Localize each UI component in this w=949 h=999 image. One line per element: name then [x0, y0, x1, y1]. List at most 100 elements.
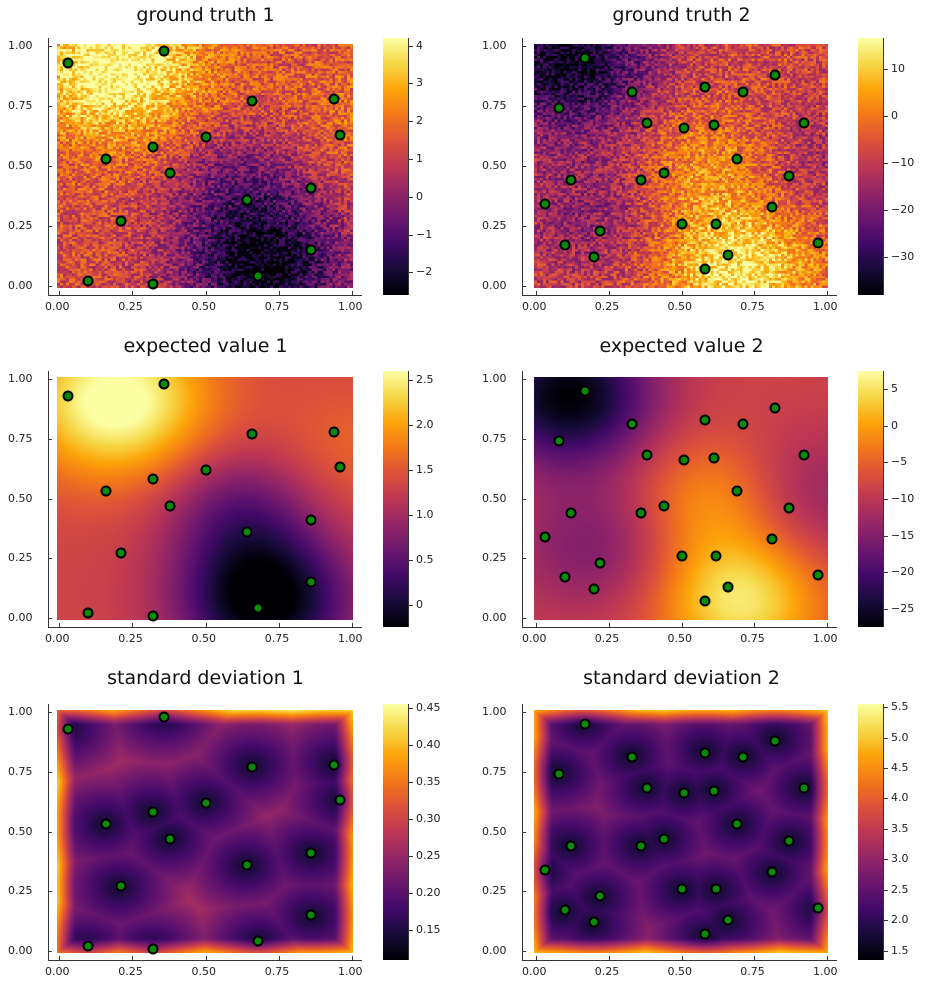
x-tick-label: 0.25	[594, 965, 620, 978]
x-tick	[132, 291, 134, 295]
colorbar-tick	[883, 572, 888, 574]
data-point	[641, 117, 653, 129]
colorbar-tick	[883, 950, 888, 952]
data-point	[200, 131, 211, 143]
x-tick	[59, 291, 60, 295]
x-axis-line	[522, 960, 837, 961]
colorbar-tick-label: −2	[416, 265, 433, 279]
data-point	[246, 95, 258, 107]
x-tick	[608, 291, 610, 295]
data-point	[769, 735, 781, 747]
colorbar-tick	[883, 535, 888, 537]
colorbar-tick	[883, 737, 888, 739]
data-point	[678, 122, 690, 134]
y-tick	[48, 286, 52, 287]
y-tick	[48, 771, 52, 773]
x-tick-label: 0.75	[264, 632, 290, 645]
x-axis-line	[48, 295, 362, 296]
data-point	[635, 174, 647, 186]
y-tick	[522, 558, 526, 560]
data-point	[678, 787, 690, 799]
data-point	[737, 751, 749, 763]
y-tick	[522, 951, 526, 952]
chart-title: ground truth 1	[136, 4, 275, 26]
data-point	[305, 847, 317, 859]
x-tick	[608, 956, 610, 960]
colorbar-tick-label: 0.25	[416, 849, 441, 863]
data-point	[305, 576, 317, 588]
data-point	[722, 581, 734, 593]
colorbar-tick-label: −1	[416, 227, 433, 241]
colorbar-tick-label: 0.45	[416, 700, 441, 714]
colorbar-tick-label: 2.0	[891, 913, 909, 927]
data-point	[676, 218, 687, 230]
y-tick	[48, 106, 52, 107]
data-point	[766, 533, 778, 545]
data-point	[565, 840, 577, 852]
data-point	[699, 263, 711, 275]
x-axis-line	[48, 627, 362, 628]
y-tick	[522, 286, 526, 287]
x-tick-label: 1.00	[338, 632, 363, 645]
data-point	[164, 833, 176, 845]
colorbar-tick	[408, 559, 413, 561]
data-point	[635, 507, 647, 519]
data-point	[658, 833, 670, 845]
data-point	[699, 81, 711, 93]
x-tick-label: 0.75	[740, 300, 765, 313]
x-tick	[278, 956, 280, 960]
data-point	[565, 174, 577, 186]
data-point	[100, 153, 112, 165]
y-tick	[522, 771, 526, 773]
data-point	[158, 711, 170, 723]
data-point	[812, 237, 824, 249]
x-tick	[278, 623, 280, 627]
heatmap	[533, 377, 829, 620]
y-tick	[522, 831, 526, 833]
data-point	[769, 402, 781, 414]
heatmap	[533, 710, 829, 953]
colorbar-tick	[883, 68, 888, 70]
chart-title: expected value 1	[123, 335, 288, 357]
y-tick-label: 0.25	[8, 551, 33, 565]
data-point	[798, 117, 810, 129]
colorbar-tick	[408, 83, 413, 85]
colorbar-tick-label: −25	[891, 601, 915, 615]
data-point	[158, 45, 170, 57]
data-point	[798, 449, 810, 461]
data-point	[676, 550, 687, 562]
data-point	[708, 119, 719, 131]
data-point	[115, 547, 127, 559]
data-point	[305, 182, 317, 194]
x-tick-label: 0.00	[522, 632, 547, 645]
y-tick	[48, 558, 52, 560]
x-tick	[681, 956, 683, 960]
colorbar-tick	[883, 768, 888, 769]
data-point	[62, 723, 74, 735]
data-point	[82, 940, 94, 952]
x-tick-label: 0.25	[594, 300, 620, 313]
data-point	[147, 806, 159, 818]
x-tick-label: 1.00	[813, 965, 838, 978]
heatmap	[56, 710, 354, 953]
data-point	[147, 610, 159, 622]
y-tick-label: 0.50	[8, 159, 33, 172]
data-point	[553, 768, 565, 780]
colorbar-tick-label: −5	[891, 455, 908, 469]
data-point	[731, 485, 743, 497]
data-point	[559, 239, 571, 251]
colorbar-tick-label: 5.0	[891, 730, 909, 744]
colorbar-tick	[408, 424, 413, 426]
data-point	[328, 93, 340, 105]
data-point	[626, 86, 638, 98]
colorbar-tick-label: 10	[891, 61, 905, 75]
data-point	[699, 414, 711, 426]
y-tick-label: 0.00	[482, 279, 507, 292]
y-tick	[522, 226, 526, 227]
x-tick	[352, 956, 353, 960]
data-point	[62, 57, 74, 69]
colorbar-tick	[408, 469, 413, 471]
data-point	[588, 251, 600, 263]
data-point	[241, 194, 253, 206]
y-tick	[522, 712, 526, 713]
